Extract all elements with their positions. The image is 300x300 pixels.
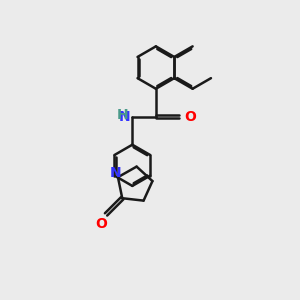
Text: H: H [117,108,129,122]
Text: O: O [184,110,196,124]
Text: N: N [119,110,131,124]
Text: O: O [96,218,108,231]
Text: N: N [110,166,122,180]
